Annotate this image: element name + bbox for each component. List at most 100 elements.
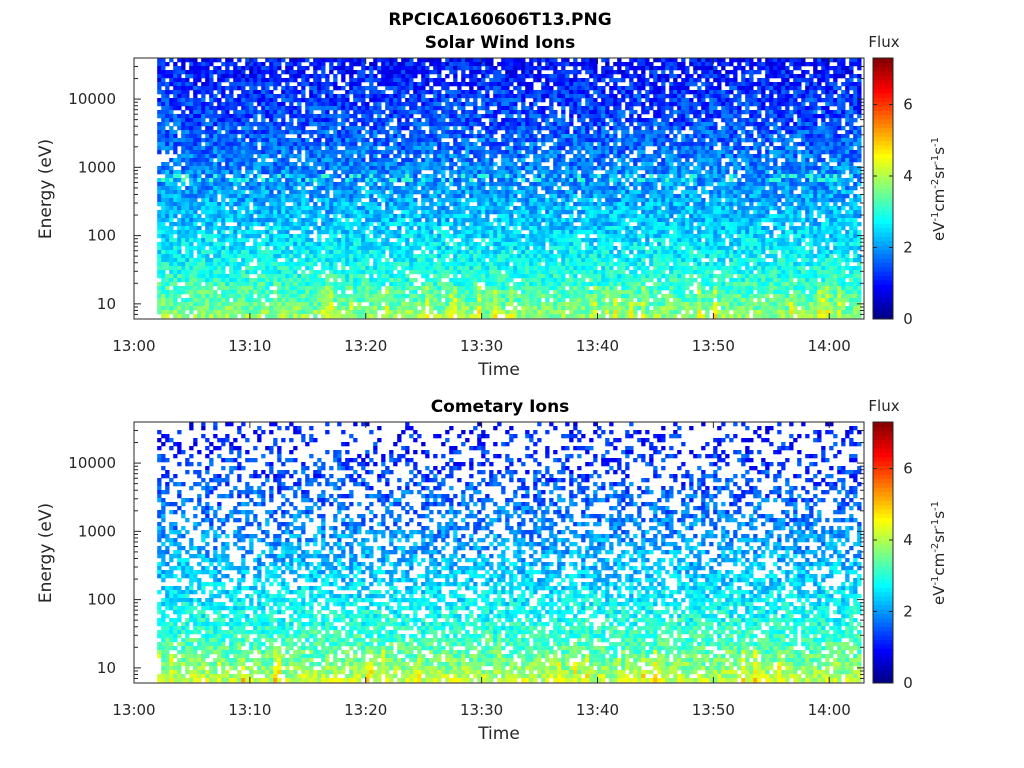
heatmap-cell <box>177 234 182 239</box>
heatmap-cell <box>501 226 506 231</box>
heatmap-cell <box>477 246 482 251</box>
heatmap-cell <box>465 102 470 107</box>
heatmap-cell <box>297 170 302 175</box>
heatmap-cell <box>429 118 434 123</box>
heatmap-cell <box>173 142 178 147</box>
heatmap-cell <box>373 106 378 111</box>
heatmap-cell <box>293 254 298 259</box>
heatmap-cell <box>209 134 214 139</box>
heatmap-cell <box>241 98 246 103</box>
heatmap-cell <box>285 222 290 227</box>
heatmap-cell <box>381 126 386 131</box>
heatmap-cell <box>493 94 498 99</box>
heatmap-cell <box>445 230 450 235</box>
heatmap-cell <box>493 70 498 75</box>
heatmap-cell <box>457 210 462 215</box>
heatmap-cell <box>473 110 478 115</box>
heatmap-cell <box>261 98 266 103</box>
heatmap-cell <box>313 158 318 163</box>
heatmap-cell <box>441 118 446 123</box>
heatmap-cell <box>361 62 366 67</box>
heatmap-cell <box>489 142 494 147</box>
heatmap-cell <box>325 206 330 211</box>
heatmap-cell <box>445 58 450 63</box>
heatmap-cell <box>237 74 242 79</box>
heatmap-cell <box>477 58 482 63</box>
heatmap-cell <box>329 266 334 271</box>
heatmap-cell <box>201 146 206 151</box>
heatmap-cell <box>257 134 262 139</box>
heatmap-cell <box>273 234 278 239</box>
heatmap-cell <box>233 82 238 87</box>
heatmap-cell <box>297 126 302 131</box>
heatmap-cell <box>305 278 310 283</box>
heatmap-cell <box>305 150 310 155</box>
heatmap-cell <box>229 182 234 187</box>
heatmap-cell <box>429 86 434 91</box>
heatmap-cell <box>305 146 310 151</box>
heatmap-cell <box>265 106 270 111</box>
heatmap-cell <box>453 98 458 103</box>
heatmap-cell <box>505 222 510 227</box>
heatmap-cell <box>449 178 454 183</box>
heatmap-cell <box>181 198 186 203</box>
heatmap-cell <box>441 294 446 299</box>
heatmap-cell <box>361 210 366 215</box>
heatmap-cell <box>365 206 370 211</box>
heatmap-cell <box>285 126 290 131</box>
heatmap-cell <box>385 142 390 147</box>
heatmap-cell <box>429 298 434 303</box>
heatmap-cell <box>409 294 414 299</box>
heatmap-cell <box>469 270 474 275</box>
heatmap-cell <box>373 162 378 167</box>
heatmap-cell <box>397 290 402 295</box>
heatmap-cell <box>205 210 210 215</box>
heatmap-cell <box>209 286 214 291</box>
heatmap-cell <box>197 246 202 251</box>
heatmap-cell <box>185 194 190 199</box>
heatmap-cell <box>421 174 426 179</box>
heatmap-cell <box>317 270 322 275</box>
heatmap-cell <box>329 94 334 99</box>
heatmap-cell <box>385 214 390 219</box>
heatmap-cell <box>241 122 246 127</box>
heatmap-cell <box>161 66 166 71</box>
heatmap-cell <box>465 314 470 319</box>
heatmap-cell <box>289 174 294 179</box>
heatmap-cell <box>349 126 354 131</box>
heatmap-cell <box>421 62 426 67</box>
heatmap-cell <box>477 122 482 127</box>
heatmap-cell <box>401 106 406 111</box>
heatmap-cell <box>189 254 194 259</box>
heatmap-cell <box>245 82 250 87</box>
heatmap-cell <box>389 62 394 67</box>
heatmap-cell <box>249 122 254 127</box>
heatmap-cell <box>453 274 458 279</box>
heatmap-cell <box>485 254 490 259</box>
heatmap-cell <box>449 66 454 71</box>
heatmap-cell <box>241 298 246 303</box>
heatmap-cell <box>205 170 210 175</box>
panel-solar-wind-ions: Solar Wind Ions 13:00 13:10 13:20 13:30 13:4… <box>36 33 948 380</box>
heatmap-cell <box>477 234 482 239</box>
heatmap-cell <box>321 302 326 307</box>
heatmap-cell <box>193 126 198 131</box>
heatmap-cell <box>493 74 498 79</box>
heatmap-cell <box>365 94 370 99</box>
heatmap-cell <box>217 306 222 311</box>
heatmap-cell <box>209 294 214 299</box>
heatmap-cell <box>273 126 278 131</box>
heatmap-cell <box>165 202 170 207</box>
heatmap-cell <box>413 182 418 187</box>
heatmap-cell <box>449 226 454 231</box>
heatmap-cell <box>445 234 450 239</box>
heatmap-cell <box>205 310 210 315</box>
heatmap-cell <box>421 102 426 107</box>
heatmap-cell <box>401 114 406 119</box>
heatmap-cell <box>201 190 206 195</box>
heatmap-cell <box>193 214 198 219</box>
heatmap-cell <box>433 154 438 159</box>
heatmap-cell <box>197 262 202 267</box>
heatmap-cell <box>385 138 390 143</box>
heatmap-cell <box>273 122 278 127</box>
